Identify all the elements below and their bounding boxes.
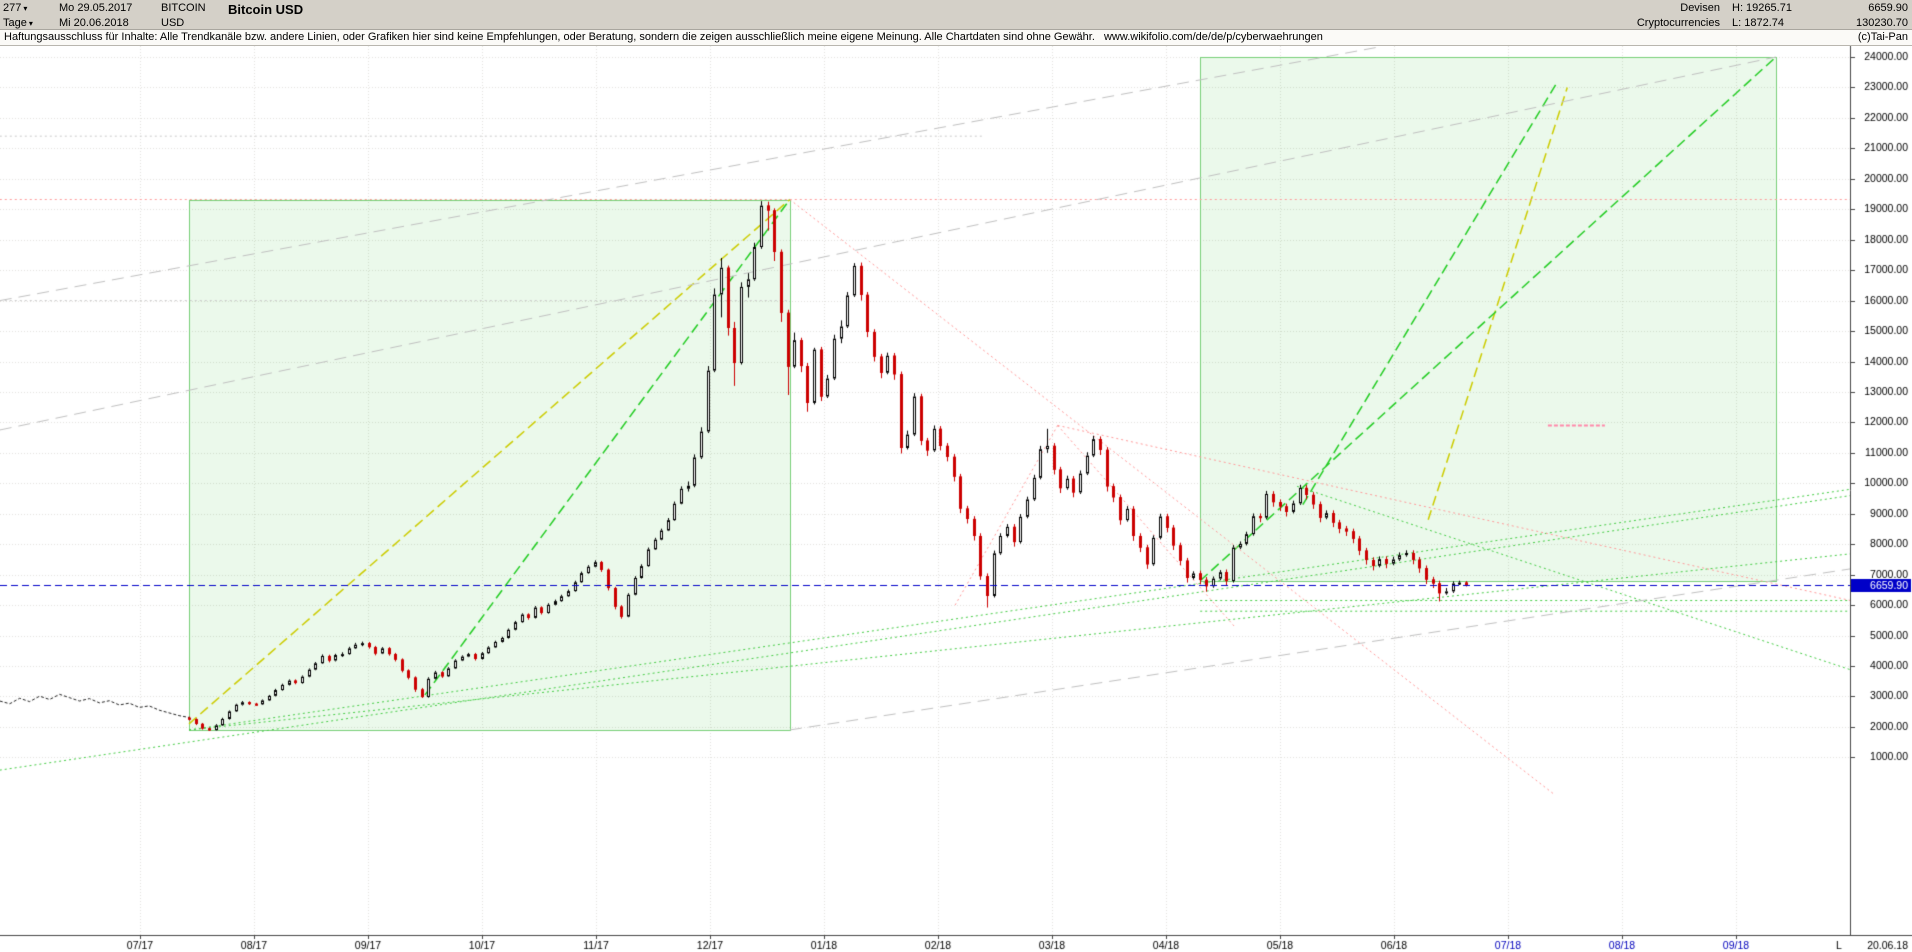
caret-down-icon: ▾ xyxy=(28,18,33,28)
caret-down-icon: ▾ xyxy=(23,3,28,13)
currency-label: USD xyxy=(161,16,185,29)
secondary-value: 130230.70 xyxy=(1856,16,1908,29)
bars-count-value: 277 xyxy=(3,1,22,14)
end-date-field[interactable]: Mi 20.06.2018 xyxy=(59,16,129,29)
category-secondary: Cryptocurrencies xyxy=(1636,16,1720,29)
category-primary: Devisen xyxy=(1680,1,1720,14)
disclaimer-bar: Haftungsausschluss für Inhalte: Alle Tre… xyxy=(0,30,1912,46)
wikifolio-link: www.wikifolio.com/de/de/p/cyberwaehrunge… xyxy=(1103,31,1323,43)
page-title: Bitcoin USD xyxy=(228,2,304,17)
period-low-value: L: 1872.74 xyxy=(1732,16,1784,29)
disclaimer-text: Haftungsausschluss für Inhalte: Alle Tre… xyxy=(4,31,1095,43)
instrument-stats: Devisen H: 19265.71 6659.90 Cryptocurren… xyxy=(1637,0,1908,30)
range-controls: 277 ▾ Mo 29.05.2017 BITCOIN Tage ▾ Mi 20.0… xyxy=(3,0,225,30)
period-dropdown[interactable]: Tage ▾ xyxy=(3,17,59,29)
period-value: Tage xyxy=(3,16,27,29)
copyright-label: (c)Tai-Pan xyxy=(1857,31,1908,43)
price-chart-canvas[interactable] xyxy=(0,46,1912,952)
last-price-value: 6659.90 xyxy=(1868,1,1908,14)
bars-count-dropdown[interactable]: 277 ▾ xyxy=(3,2,59,14)
start-date-field[interactable]: Mo 29.05.2017 xyxy=(59,1,133,14)
period-high-value: H: 19265.71 xyxy=(1732,1,1792,14)
symbol-label: BITCOIN xyxy=(161,1,206,14)
chart-header: 277 ▾ Mo 29.05.2017 BITCOIN Tage ▾ Mi 20.0… xyxy=(0,0,1912,30)
disclaimer-text-wrap: Haftungsausschluss für Inhalte: Alle Tre… xyxy=(4,30,1329,45)
